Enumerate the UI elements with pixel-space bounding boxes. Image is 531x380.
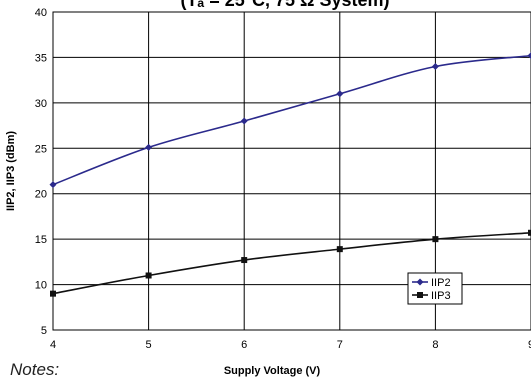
notes-label: Notes: [10, 360, 59, 380]
y-axis-title: IIP2, IIP3 (dBm) [5, 131, 17, 211]
y-tick-label: 5 [41, 325, 47, 337]
x-tick-label: 5 [146, 339, 152, 351]
chart-title: (Tₐ = 25°C, 75 Ω System) [180, 0, 389, 10]
legend-marker-square [417, 292, 423, 298]
y-tick-label: 25 [35, 143, 47, 155]
y-tick-label: 15 [35, 234, 47, 246]
iip2-data-point [145, 144, 152, 151]
x-tick-label: 7 [337, 339, 343, 351]
iip2-data-point [241, 118, 248, 125]
y-tick-label: 40 [35, 7, 47, 19]
iip3-data-point [50, 291, 56, 297]
x-tick-labels: 456789 [50, 339, 531, 351]
iip2-line [53, 56, 531, 185]
legend-label: IIP3 [431, 290, 451, 302]
y-tick-label: 20 [35, 189, 47, 201]
iip3-data-point [241, 257, 247, 263]
y-tick-labels: 5 10 15 20 25 30 35 40 [35, 7, 47, 337]
iip2-data-point [432, 63, 439, 70]
series-group [50, 52, 531, 297]
iip2-data-point [336, 90, 343, 97]
y-tick-label: 30 [35, 98, 47, 110]
y-tick-label: 35 [35, 52, 47, 64]
iip2-data-point [50, 181, 57, 188]
legend-label: IIP2 [431, 277, 451, 289]
x-tick-label: 4 [50, 339, 56, 351]
iip2-data-point [528, 52, 531, 59]
iip3-data-point [146, 272, 152, 278]
iip3-data-point [337, 246, 343, 252]
iip3-data-point [432, 236, 438, 242]
x-axis-title: Supply Voltage (V) [224, 365, 321, 377]
y-tick-label: 10 [35, 280, 47, 292]
x-tick-label: 6 [241, 339, 247, 351]
iip2-series [50, 52, 531, 188]
x-tick-label: 8 [432, 339, 438, 351]
